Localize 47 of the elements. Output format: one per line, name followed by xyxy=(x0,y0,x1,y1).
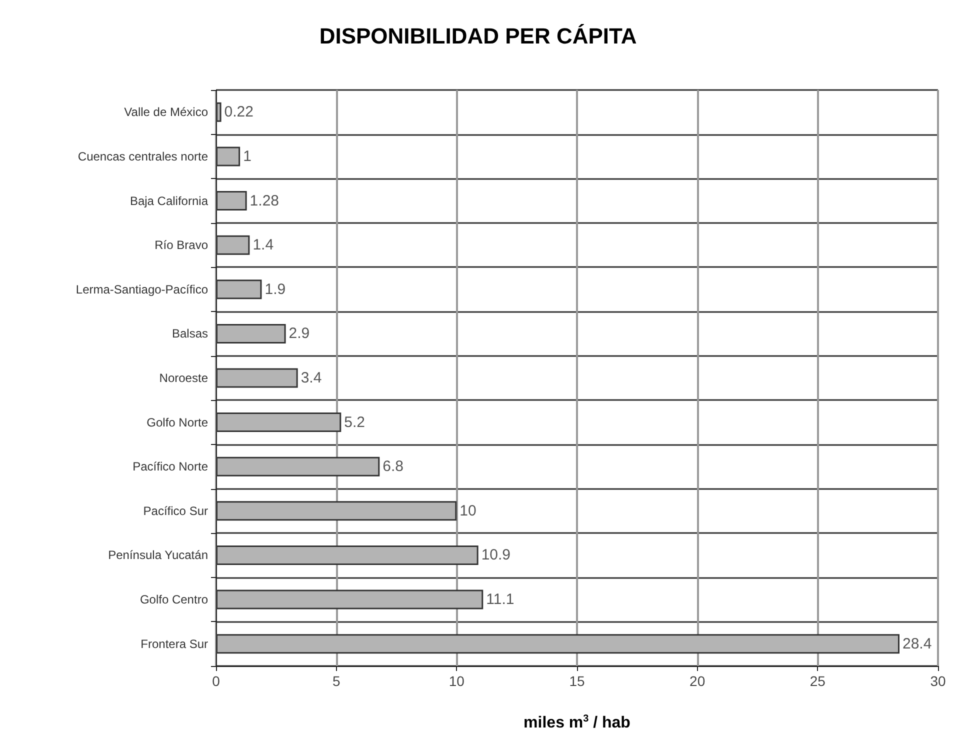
bar xyxy=(216,324,286,344)
data-label: 0.22 xyxy=(224,104,254,121)
data-label: 1 xyxy=(243,148,252,165)
data-label: 11.1 xyxy=(486,591,514,608)
x-tick-label: 15 xyxy=(569,673,585,689)
y-tick-label: Lerma-Santiago-Pacífico xyxy=(76,282,208,296)
x-tick-label: 30 xyxy=(930,673,946,689)
y-tick-label: Valle de México xyxy=(124,105,208,120)
chart-title: DISPONIBILIDAD PER CÁPITA xyxy=(319,24,637,48)
data-label: 10 xyxy=(460,502,476,520)
data-label: 10.9 xyxy=(481,546,511,564)
y-tick-label: Península Yucatán xyxy=(108,548,208,562)
bar xyxy=(216,235,250,255)
x-tick-label: 10 xyxy=(448,673,465,689)
x-tick-label: 0 xyxy=(212,673,220,689)
bar xyxy=(216,280,262,300)
y-tick-label: Golfo Centro xyxy=(140,592,208,607)
bar xyxy=(216,191,247,211)
data-label: 1.9 xyxy=(264,280,286,298)
y-tick-label: Pacífico Sur xyxy=(143,504,208,518)
data-label: 1.4 xyxy=(252,236,274,254)
bar xyxy=(216,501,457,521)
y-tick-label: Golfo Norte xyxy=(146,415,208,430)
bar xyxy=(216,368,298,388)
bar xyxy=(216,634,900,654)
x-tick-label: 25 xyxy=(810,673,826,689)
data-label: 3.4 xyxy=(300,370,322,386)
bar xyxy=(216,545,478,565)
y-tick-label: Balsas xyxy=(172,326,208,341)
bar xyxy=(216,590,484,610)
data-label: 2.9 xyxy=(288,325,310,342)
y-tick-label: Río Bravo xyxy=(154,238,208,252)
data-label: 28.4 xyxy=(902,635,932,652)
x-tick-label: 5 xyxy=(332,673,340,689)
y-tick-label: Pacífico Norte xyxy=(132,460,208,474)
y-tick-label: Frontera Sur xyxy=(140,636,208,651)
bar xyxy=(216,456,380,476)
x-tick-label: 20 xyxy=(690,673,706,689)
y-tick-label: Baja California xyxy=(130,194,208,208)
y-tick-label: Noroeste xyxy=(159,371,208,385)
y-tick-label: Cuencas centrales norte xyxy=(78,149,208,164)
data-label: 6.8 xyxy=(382,458,404,476)
bar xyxy=(216,412,342,432)
data-label: 5.2 xyxy=(344,414,366,431)
bar xyxy=(216,102,222,122)
bar xyxy=(216,146,240,166)
data-label: 1.28 xyxy=(250,192,280,210)
